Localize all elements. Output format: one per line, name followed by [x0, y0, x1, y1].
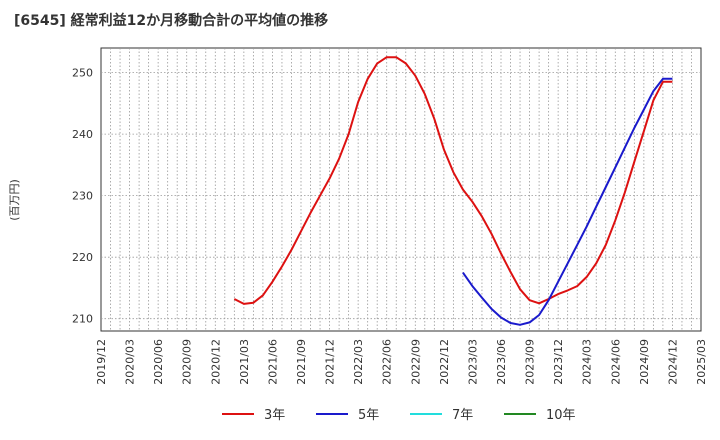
x-tick-label: 2023/06 [495, 339, 508, 385]
x-tick-label: 2023/09 [524, 339, 537, 385]
plot-area [100, 47, 702, 332]
y-axis-ticks: 210 220 230 240 250 [72, 67, 93, 326]
x-tick-label: 2022/06 [381, 339, 394, 385]
y-tick-label: 230 [72, 190, 93, 203]
y-tick-label: 210 [72, 313, 93, 326]
y-tick-label: 220 [72, 251, 93, 264]
y-tick-label: 240 [72, 128, 93, 141]
plot-frame [100, 47, 702, 332]
series-lines [233, 56, 673, 326]
x-tick-label: 2024/09 [638, 339, 651, 385]
chart-title: [6545] 経常利益12か月移動合計の平均値の推移 [14, 12, 328, 29]
legend-label: 5年 [358, 408, 379, 423]
x-tick-label: 2023/03 [466, 339, 479, 385]
x-tick-label: 2021/12 [324, 339, 337, 385]
x-tick-label: 2019/12 [95, 339, 108, 385]
y-tick-label: 250 [72, 67, 93, 80]
x-tick-label: 2024/06 [609, 339, 622, 385]
x-axis-ticks: 2019/12 2020/03 2020/06 2020/09 2020/12 2021/… [95, 339, 708, 385]
y-axis-label: (百万円) [8, 179, 21, 221]
legend: 3年 5年 7年 10年 [222, 408, 576, 423]
x-tick-label: 2025/03 [695, 339, 708, 385]
x-tick-label: 2021/03 [238, 339, 251, 385]
x-tick-label: 2024/12 [666, 339, 679, 385]
x-tick-label: 2020/03 [124, 339, 137, 385]
x-tick-label: 2021/06 [266, 339, 279, 385]
legend-label: 10年 [546, 408, 576, 423]
x-tick-label: 2023/12 [552, 339, 565, 385]
x-tick-label: 2021/09 [295, 339, 308, 385]
x-tick-label: 2020/06 [152, 339, 165, 385]
x-tick-label: 2022/09 [409, 339, 422, 385]
x-tick-label: 2020/09 [181, 339, 194, 385]
legend-label: 3年 [264, 408, 285, 423]
series-line-2 [462, 77, 673, 326]
x-tick-label: 2024/03 [581, 339, 594, 385]
x-tick-label: 2022/12 [438, 339, 451, 385]
x-tick-label: 2020/12 [209, 339, 222, 385]
x-tick-label: 2022/03 [352, 339, 365, 385]
series-line-1 [233, 56, 673, 305]
legend-label: 7年 [452, 408, 473, 423]
grid-lines [101, 48, 701, 331]
